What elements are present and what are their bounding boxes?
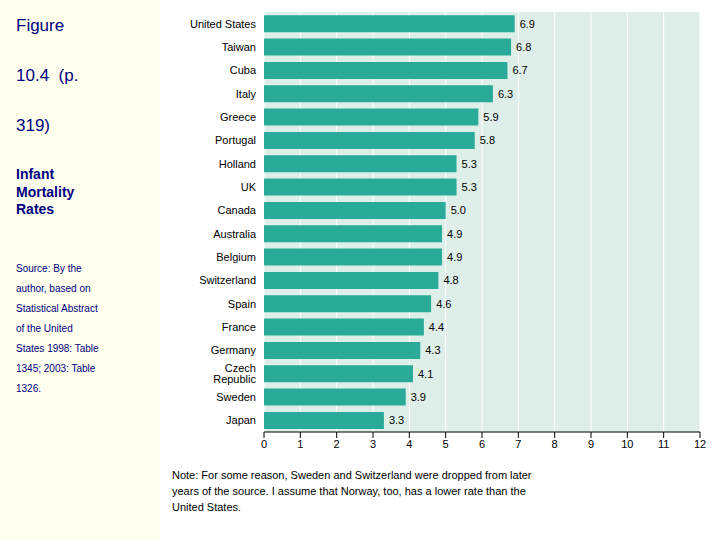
svg-text:6.3: 6.3 bbox=[498, 88, 513, 100]
html-text:author, based on: author, based on bbox=[16, 282, 91, 294]
svg-text:6.8: 6.8 bbox=[516, 41, 531, 53]
svg-text:4.3: 4.3 bbox=[425, 344, 440, 356]
svg-text:10: 10 bbox=[621, 438, 633, 450]
svg-text:Cuba: Cuba bbox=[230, 64, 257, 76]
svg-text:5.3: 5.3 bbox=[462, 158, 477, 170]
svg-text:Canada: Canada bbox=[217, 204, 256, 216]
svg-text:6.7: 6.7 bbox=[512, 64, 527, 76]
svg-text:3.9: 3.9 bbox=[411, 391, 426, 403]
html-text:Source: By the: Source: By the bbox=[16, 262, 82, 274]
html-text:of the United: of the United bbox=[16, 322, 73, 334]
svg-text:6.9: 6.9 bbox=[520, 18, 535, 30]
svg-text:6: 6 bbox=[479, 438, 485, 450]
svg-text:0: 0 bbox=[261, 438, 267, 450]
svg-text:5.9: 5.9 bbox=[483, 111, 498, 123]
svg-text:Sweden: Sweden bbox=[216, 391, 256, 403]
svg-text:Taiwan: Taiwan bbox=[222, 41, 256, 53]
svg-text:4.4: 4.4 bbox=[429, 321, 444, 333]
html-text:Infant Mortality Rates: Infant Mortality Rates bbox=[16, 166, 75, 217]
svg-text:Switzerland: Switzerland bbox=[199, 274, 256, 286]
svg-text:UK: UK bbox=[241, 181, 257, 193]
svg-text:4.1: 4.1 bbox=[418, 368, 433, 380]
svg-text:Germany: Germany bbox=[211, 344, 257, 356]
svg-text:3.3: 3.3 bbox=[389, 414, 404, 426]
svg-text:Italy: Italy bbox=[236, 88, 257, 100]
html-text:Figure: Figure bbox=[16, 16, 65, 35]
svg-text:Australia: Australia bbox=[213, 228, 257, 240]
svg-text:5.8: 5.8 bbox=[480, 134, 495, 146]
html-text:Note: For some reason, Sweden: Note: For some reason, Sweden and Switze… bbox=[172, 469, 532, 513]
html-text:319): 319) bbox=[16, 116, 50, 135]
svg-text:1: 1 bbox=[297, 438, 303, 450]
svg-text:4.9: 4.9 bbox=[447, 251, 462, 263]
svg-text:3: 3 bbox=[370, 438, 376, 450]
svg-text:5.3: 5.3 bbox=[462, 181, 477, 193]
svg-text:Spain: Spain bbox=[228, 298, 256, 310]
svg-text:Belgium: Belgium bbox=[216, 251, 256, 263]
svg-text:4: 4 bbox=[406, 438, 412, 450]
svg-text:5: 5 bbox=[443, 438, 449, 450]
svg-text:Greece: Greece bbox=[220, 111, 256, 123]
svg-text:11: 11 bbox=[658, 438, 669, 450]
svg-text:4.8: 4.8 bbox=[443, 274, 458, 286]
svg-text:Japan: Japan bbox=[226, 414, 256, 426]
svg-text:Holland: Holland bbox=[219, 158, 256, 170]
svg-text:United States: United States bbox=[190, 18, 257, 30]
html-text:1345; 2003: Table: 1345; 2003: Table bbox=[16, 362, 96, 374]
svg-text:4.9: 4.9 bbox=[447, 228, 462, 240]
svg-text:12: 12 bbox=[694, 438, 706, 450]
svg-text:4.6: 4.6 bbox=[436, 298, 451, 310]
svg-text:CzechRepublic: CzechRepublic bbox=[213, 362, 256, 385]
html-text:1326.: 1326. bbox=[16, 382, 41, 394]
html-text:Statistical Abstract: Statistical Abstract bbox=[16, 302, 98, 314]
svg-text:7: 7 bbox=[515, 438, 521, 450]
html-text:10.4 (p.: 10.4 (p. bbox=[16, 66, 79, 85]
svg-text:2: 2 bbox=[334, 438, 340, 450]
svg-text:Portugal: Portugal bbox=[215, 134, 256, 146]
svg-text:8: 8 bbox=[552, 438, 558, 450]
html-text:States 1998: Table: States 1998: Table bbox=[16, 342, 99, 354]
svg-text:5.0: 5.0 bbox=[451, 204, 466, 216]
svg-text:9: 9 bbox=[588, 438, 594, 450]
svg-text:France: France bbox=[222, 321, 256, 333]
